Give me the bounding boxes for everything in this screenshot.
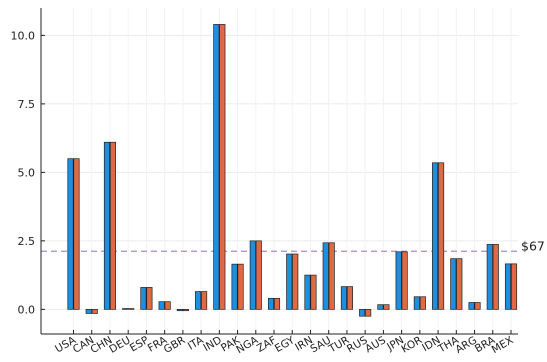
bar-nga-series-1: [249, 240, 256, 310]
y-tick-label: 10.0: [11, 29, 36, 42]
bar-esp-series-2: [146, 287, 153, 310]
reference-line-group: $67: [41, 238, 545, 253]
bar-tur-series-2: [346, 286, 353, 310]
bar-egy-series-2: [292, 253, 299, 310]
bar-fra-series-2: [164, 301, 171, 310]
bars: [67, 24, 518, 317]
bar-tur-series-1: [340, 286, 347, 310]
bar-ita-series-2: [201, 291, 208, 310]
bar-arg-series-1: [468, 302, 475, 310]
bar-ind-series-1: [213, 24, 220, 310]
bar-bra-series-2: [492, 244, 499, 310]
bar-zaf-series-1: [267, 298, 275, 310]
bar-egy-series-1: [286, 253, 293, 310]
bar-chn-series-2: [109, 141, 117, 310]
bar-rus-series-2: [365, 308, 372, 317]
y-tick-label: 5.0: [18, 166, 36, 179]
bar-chn-series-1: [103, 141, 111, 310]
bar-sau-series-1: [322, 242, 329, 310]
bar-can-series-2: [91, 308, 98, 314]
bar-ind-series-2: [219, 24, 226, 310]
bar-usa-series-1: [67, 158, 74, 310]
y-tick-label: 2.5: [18, 235, 36, 248]
bar-ita-series-1: [195, 291, 202, 310]
bar-fra-series-1: [158, 301, 165, 310]
bar-aus-series-1: [377, 304, 384, 310]
bar-nga-series-2: [255, 240, 262, 310]
bar-tha-series-2: [456, 258, 463, 310]
bar-kor-series-1: [413, 296, 420, 310]
bar-usa-series-2: [73, 158, 80, 310]
y-tick-label: 0.0: [18, 303, 36, 316]
bar-deu-series-2: [128, 308, 135, 310]
bar-tha-series-1: [450, 258, 457, 310]
bar-sau-series-2: [328, 242, 335, 310]
bar-pak-series-1: [231, 263, 238, 310]
bar-idn-series-2: [438, 162, 445, 310]
bar-gbr-series-1: [176, 308, 183, 312]
bar-mex-series-2: [510, 263, 518, 310]
y-tick-label: 7.5: [18, 98, 36, 111]
bar-irn-series-2: [310, 274, 317, 310]
bar-jpn-series-2: [401, 251, 408, 310]
bar-deu-series-1: [122, 308, 129, 310]
bar-bra-series-1: [486, 244, 493, 310]
bar-gbr-series-2: [182, 308, 189, 312]
y-axis-ticks: 0.0 2.5 5.0 7.5 10.0: [11, 29, 45, 316]
bar-can-series-1: [85, 308, 92, 314]
bar-mex-series-1: [504, 263, 512, 310]
bar-jpn-series-1: [395, 251, 402, 310]
bar-zaf-series-2: [273, 298, 281, 310]
bar-arg-series-2: [474, 302, 481, 310]
bar-idn-series-1: [432, 162, 439, 310]
bar-rus-series-1: [359, 308, 366, 317]
bar-irn-series-1: [304, 274, 311, 310]
bar-pak-series-2: [237, 263, 244, 310]
bar-aus-series-2: [383, 304, 390, 310]
reference-line-label: $67: [521, 238, 545, 253]
bar-esp-series-1: [140, 287, 147, 310]
bar-kor-series-2: [419, 296, 426, 310]
